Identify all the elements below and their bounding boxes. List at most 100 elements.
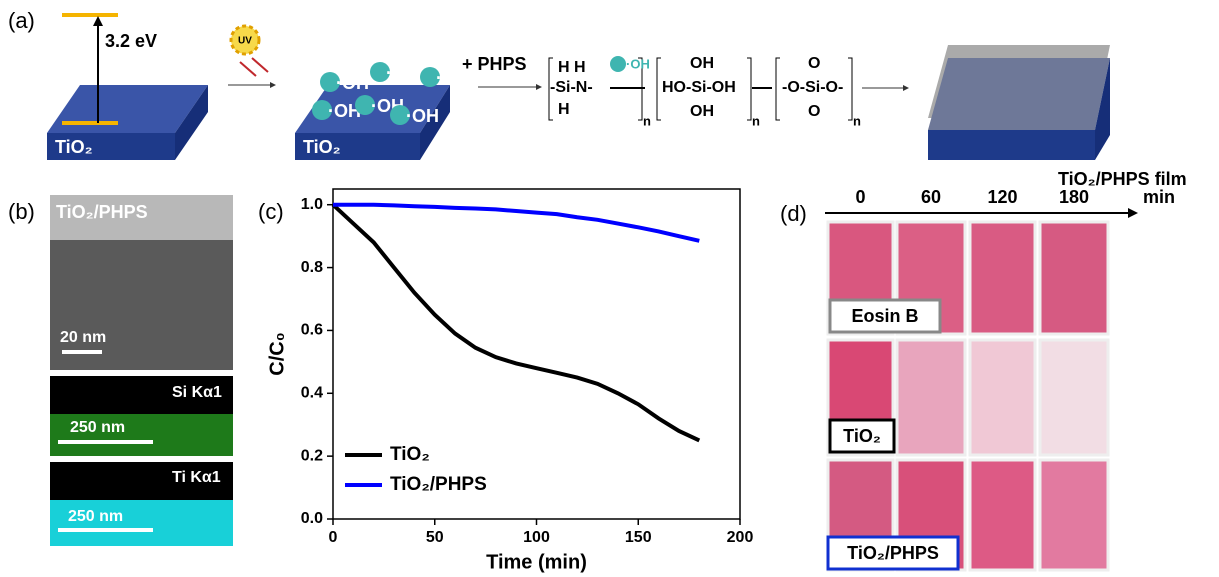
row-label: TiO₂/PHPS	[847, 543, 939, 563]
time-label: 60	[921, 187, 941, 207]
x-tick-label: 50	[426, 529, 444, 546]
y-axis-title: C/C₀	[266, 332, 288, 375]
y-tick-label: 0.8	[301, 259, 323, 276]
x-axis-title: Time (min)	[486, 551, 587, 573]
row-label: Eosin B	[851, 306, 918, 326]
gap-label: 3.2 eV	[105, 31, 157, 51]
slab-front	[928, 130, 1095, 160]
sphere	[320, 72, 340, 92]
row-label-box	[826, 535, 960, 571]
sphere	[420, 67, 440, 87]
light-ray	[251, 57, 269, 73]
sphere	[312, 100, 332, 120]
hydroxyl: ·OH	[336, 73, 369, 93]
formula: OH	[690, 55, 714, 72]
arrow-head	[536, 84, 542, 90]
tem-label: TiO₂/PHPS	[56, 202, 148, 222]
formula: H	[558, 101, 570, 118]
sphere	[355, 95, 375, 115]
formula: ·OH	[626, 56, 650, 71]
series-line	[331, 203, 701, 443]
slab-front	[47, 133, 175, 160]
line-chart: 0 50 100 150 200 0.0 0.2 0.4 0.6 0.8 1.0 Time (min)…	[266, 188, 754, 573]
map-label: Si Kα1	[172, 384, 222, 401]
formula: OH	[690, 103, 714, 120]
sphere	[370, 62, 390, 82]
panel-label: (c)	[258, 199, 284, 224]
formula: -O-Si-O-	[782, 79, 843, 96]
formula: -Si-N-	[550, 79, 593, 96]
scale-label: 250 nm	[68, 508, 123, 525]
water	[610, 56, 626, 72]
cuvette	[968, 220, 1037, 336]
legend-label: TiO₂/PHPS	[390, 474, 487, 495]
slab-front	[295, 133, 420, 160]
reagent: + PHPS	[462, 54, 527, 74]
y-tick-label: 0.6	[301, 322, 323, 339]
si-signal	[50, 414, 233, 456]
x-tick-label: 200	[727, 529, 754, 546]
bracket	[775, 57, 853, 121]
hydroxyl: ·OH	[386, 63, 419, 83]
y-tick-label: 0.2	[301, 447, 323, 464]
cuvette	[1038, 220, 1110, 336]
scale-bar	[58, 440, 153, 444]
slab-side	[420, 85, 450, 160]
arrow-head	[270, 82, 276, 88]
series-line	[333, 202, 700, 243]
scale-bar	[62, 350, 102, 354]
scale-bar	[58, 528, 153, 532]
row-label-box	[828, 418, 896, 454]
film	[928, 58, 1110, 130]
hydroxyl: ·OH	[436, 68, 469, 88]
slab-side	[175, 85, 208, 160]
hydroxyl: ·OH	[328, 101, 361, 121]
time-unit: min	[1143, 187, 1175, 207]
map-label: Ti Kα1	[172, 469, 221, 486]
formula: n	[853, 113, 861, 128]
cuvette	[968, 458, 1037, 572]
panel-label: (b)	[8, 199, 35, 224]
row-label-box	[828, 298, 942, 334]
hydroxyl: ·OH	[406, 106, 439, 126]
time-label: 180	[1059, 187, 1089, 207]
hydroxyl-groups: ·OH ·OH ·OH ·OH ·OH ·OH	[312, 62, 469, 126]
x-tick-label: 0	[329, 529, 338, 546]
time-label: 0	[855, 187, 865, 207]
y-tick-label: 0.0	[301, 510, 323, 527]
scale-label: 20 nm	[60, 329, 106, 346]
slab-side	[1095, 58, 1110, 160]
arrow-head	[903, 85, 909, 91]
cuvette	[1038, 458, 1110, 572]
cuvette	[895, 338, 967, 457]
light-ray	[239, 61, 257, 77]
scale-label: 250 nm	[70, 419, 125, 436]
arrow-head	[93, 16, 103, 26]
formula: H H	[558, 59, 586, 76]
y-tick-label: 0.4	[301, 385, 323, 402]
panel-label: (d)	[780, 201, 807, 226]
uv-label: UV	[238, 36, 252, 47]
plot-frame	[332, 188, 741, 520]
panel-label: (a)	[8, 8, 35, 33]
formula: n	[643, 113, 651, 128]
formula: O	[808, 103, 820, 120]
time-label: 120	[987, 187, 1017, 207]
sphere	[390, 105, 410, 125]
formula: n	[752, 113, 760, 128]
cuvette	[968, 338, 1037, 457]
legend-label: TiO₂	[390, 444, 430, 465]
row-label: TiO₂	[843, 426, 881, 446]
bracket	[656, 57, 752, 121]
y-tick-label: 1.0	[301, 196, 323, 213]
formula: HO-Si-OH	[662, 79, 736, 96]
substrate-label: TiO₂	[303, 137, 341, 157]
arrow-head	[1128, 208, 1138, 218]
tem-coating	[50, 195, 233, 240]
film-label: TiO₂/PHPS film	[1058, 169, 1187, 189]
x-tick-label: 100	[523, 529, 550, 546]
formula: O	[808, 55, 820, 72]
uv-icon	[229, 24, 261, 56]
cuvette-photos: 0 60 120 180 Eosin B TiO₂ TiO₂/PHPS	[826, 187, 1110, 572]
